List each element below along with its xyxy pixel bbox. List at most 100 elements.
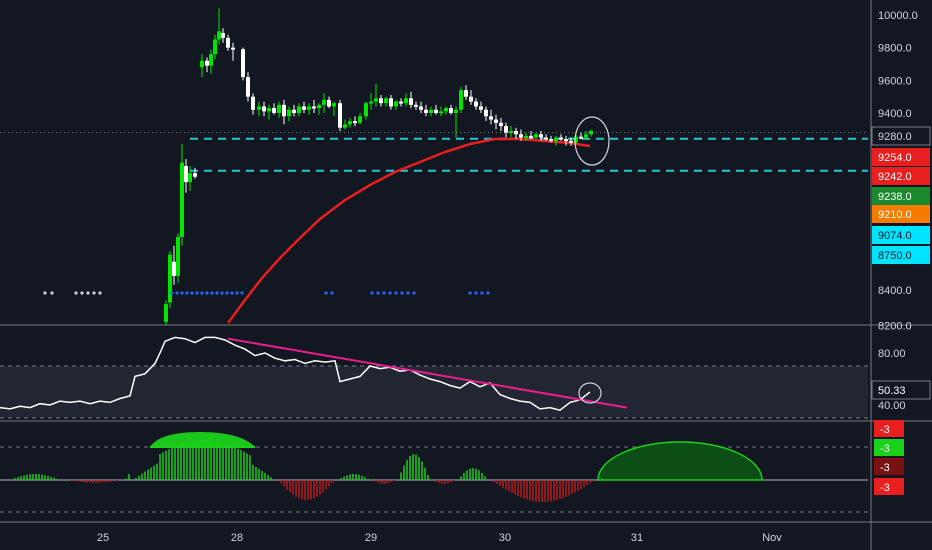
momentum-badge-label-2: -3 <box>880 462 890 474</box>
candle-body-62 <box>474 101 478 107</box>
candle-body-52 <box>424 109 428 113</box>
candle-body-9 <box>205 60 209 66</box>
oscillator-line <box>0 336 628 412</box>
oscillator-trendline <box>227 337 628 409</box>
price-tick-5: 8200.0 <box>878 320 912 332</box>
signal-dot-blue-15 <box>324 291 328 295</box>
candle-body-31 <box>317 104 321 109</box>
candle-body-41 <box>369 101 373 104</box>
signal-dot-blue-18 <box>376 291 380 295</box>
price-badge-label-0: 9280.0 <box>878 131 912 143</box>
signal-dot-blue-27 <box>480 291 484 295</box>
candle-body-78 <box>554 137 558 141</box>
signal-dot-blue-14 <box>240 291 244 295</box>
candle-body-36 <box>343 124 347 128</box>
momentum-histogram <box>11 432 763 502</box>
signal-dot-blue-20 <box>388 291 392 295</box>
candle-body-82 <box>574 136 578 143</box>
candle-body-75 <box>539 134 543 138</box>
signal-dot-blue-16 <box>330 291 334 295</box>
candle-body-50 <box>414 104 418 107</box>
signal-dot-blue-25 <box>468 291 472 295</box>
signal-dot-blue-2 <box>180 291 184 295</box>
candle-body-39 <box>358 116 362 123</box>
candle-body-84 <box>584 134 588 138</box>
candle-body-6 <box>188 173 192 183</box>
oscillator-tick-1: 40.00 <box>878 400 906 412</box>
candle-body-59 <box>459 90 463 110</box>
candle-body-79 <box>559 137 563 140</box>
signal-dots <box>43 291 490 295</box>
candle-body-1 <box>168 254 172 303</box>
price-tick-0: 10000.0 <box>878 10 918 22</box>
candle-body-81 <box>569 140 573 143</box>
price-tick-1: 9800.0 <box>878 43 912 55</box>
price-badge-label-5: 9074.0 <box>878 230 912 242</box>
candle-body-77 <box>549 139 553 142</box>
candle-body-14 <box>226 37 230 48</box>
candle-body-60 <box>464 90 468 97</box>
signal-dot-white-3 <box>80 291 84 295</box>
candle-body-63 <box>479 106 483 110</box>
price-tick-4: 8400.0 <box>878 285 912 297</box>
price-badge-1 <box>872 148 930 166</box>
price-badge-label-4: 9210.0 <box>878 209 912 221</box>
candle-body-49 <box>409 98 413 105</box>
candle-body-74 <box>534 134 538 138</box>
oscillator-value-label: 50.33 <box>878 385 906 397</box>
momentum-badge-2 <box>874 458 904 475</box>
signal-dot-blue-5 <box>195 291 199 295</box>
candle-body-13 <box>221 32 225 38</box>
time-tick-5: Nov <box>762 532 782 544</box>
time-tick-0: 25 <box>97 532 109 544</box>
price-tick-2: 9600.0 <box>878 75 912 87</box>
candle-body-16 <box>241 49 245 78</box>
price-badge-2 <box>872 167 930 185</box>
price-badge-label-1: 9254.0 <box>878 152 912 164</box>
candle-body-66 <box>494 119 498 123</box>
candle-body-28 <box>302 106 306 110</box>
signal-dot-blue-19 <box>382 291 386 295</box>
horizontal-levels <box>0 132 868 172</box>
candle-body-4 <box>180 162 184 237</box>
candle-body-83 <box>579 136 583 139</box>
candle-body-61 <box>469 96 473 102</box>
signal-dot-blue-4 <box>190 291 194 295</box>
signal-dot-blue-26 <box>474 291 478 295</box>
signal-dot-blue-24 <box>412 291 416 295</box>
candle-body-68 <box>504 126 508 133</box>
candles <box>164 8 593 326</box>
annotations <box>574 116 610 404</box>
signal-dot-blue-21 <box>394 291 398 295</box>
moving-average <box>226 137 591 324</box>
candle-body-69 <box>509 130 513 133</box>
candle-body-17 <box>246 77 250 97</box>
signal-dot-blue-0 <box>170 291 174 295</box>
candle-body-40 <box>364 103 368 117</box>
signal-dot-white-5 <box>92 291 96 295</box>
candle-body-47 <box>399 101 403 104</box>
candle-body-29 <box>307 106 311 110</box>
candle-body-35 <box>338 103 342 128</box>
momentum-badge-3 <box>874 478 904 495</box>
price-tick-3: 9400.0 <box>878 108 912 120</box>
signal-dot-white-2 <box>74 291 78 295</box>
signal-dot-white-6 <box>98 291 102 295</box>
candle-body-11 <box>213 39 217 55</box>
signal-dot-blue-11 <box>225 291 229 295</box>
signal-dot-white-0 <box>43 291 47 295</box>
candle-body-56 <box>444 108 448 112</box>
candle-body-72 <box>524 135 528 138</box>
candle-body-38 <box>353 121 357 124</box>
momentum-badge-label-3: -3 <box>880 482 890 494</box>
signal-dot-white-1 <box>50 291 54 295</box>
signal-dot-blue-1 <box>175 291 179 295</box>
signal-dot-blue-22 <box>400 291 404 295</box>
highlight-circle-oscillator <box>578 382 602 404</box>
candle-body-76 <box>544 137 548 140</box>
candle-body-48 <box>404 98 408 104</box>
price-badge-label-2: 9242.0 <box>878 171 912 183</box>
candle-body-45 <box>389 98 393 107</box>
candle-body-67 <box>499 122 503 127</box>
